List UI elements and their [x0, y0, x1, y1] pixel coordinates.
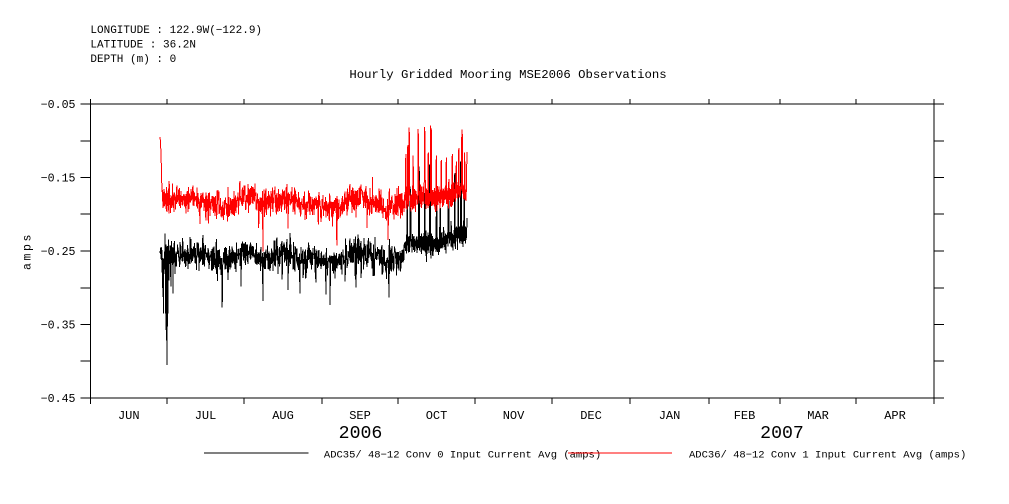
svg-text:−0.45: −0.45 [41, 393, 76, 406]
svg-text:OCT: OCT [426, 409, 448, 423]
svg-text:APR: APR [884, 409, 906, 423]
svg-text:JUL: JUL [195, 409, 217, 423]
svg-text:JUN: JUN [118, 409, 140, 423]
svg-text:−0.35: −0.35 [41, 320, 76, 333]
svg-text:LONGITUDE : 122.9W(−122.9): LONGITUDE : 122.9W(−122.9) [90, 25, 262, 37]
svg-text:DEC: DEC [580, 409, 602, 423]
svg-text:NOV: NOV [503, 409, 525, 423]
svg-text:amps: amps [22, 232, 35, 270]
svg-text:LATITUDE : 36.2N: LATITUDE : 36.2N [90, 40, 196, 52]
svg-text:−0.25: −0.25 [41, 246, 76, 259]
svg-text:2006: 2006 [339, 424, 383, 444]
svg-text:ADC36/ 48−12 Conv 1 Input Curr: ADC36/ 48−12 Conv 1 Input Current Avg (a… [689, 449, 966, 461]
svg-text:−0.05: −0.05 [41, 99, 76, 112]
svg-text:FEB: FEB [734, 409, 756, 423]
svg-text:JAN: JAN [659, 409, 681, 423]
svg-text:ADC35/ 48−12 Conv 0 Input Curr: ADC35/ 48−12 Conv 0 Input Current Avg (a… [324, 449, 601, 461]
svg-text:Hourly Gridded Mooring MSE2006: Hourly Gridded Mooring MSE2006 Observati… [349, 68, 666, 82]
svg-text:MAR: MAR [807, 409, 829, 423]
svg-text:DEPTH (m) : 0: DEPTH (m) : 0 [90, 54, 176, 66]
svg-text:2007: 2007 [760, 424, 804, 444]
svg-text:AUG: AUG [272, 409, 294, 423]
svg-text:−0.15: −0.15 [41, 173, 76, 186]
svg-text:SEP: SEP [349, 409, 371, 423]
